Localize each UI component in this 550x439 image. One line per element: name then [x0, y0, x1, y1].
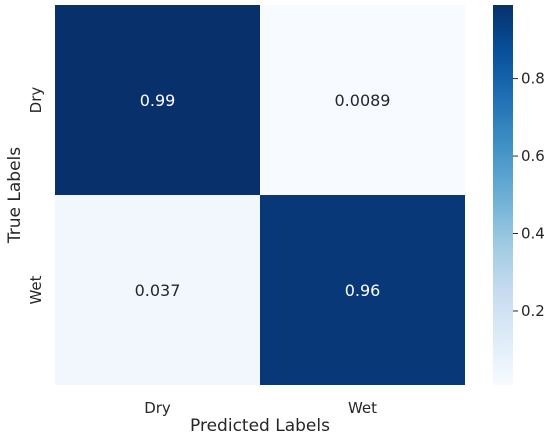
- x-axis: Dry Wet Predicted Labels: [144, 399, 377, 436]
- cell-value-label: 0.99: [140, 91, 176, 110]
- heatmap-cells: [55, 5, 465, 385]
- x-axis-title: Predicted Labels: [190, 416, 330, 436]
- colorbar-gradient: [493, 5, 513, 385]
- heatmap-cell-wet-dry: [55, 195, 260, 385]
- heatmap-cell-dry-dry: [55, 5, 260, 195]
- colorbar: 0.2 0.4 0.6 0.8: [493, 5, 545, 385]
- heatmap-cell-dry-wet: [260, 5, 465, 195]
- colorbar-tick-label: 0.4: [521, 225, 545, 243]
- cell-value-label: 0.96: [345, 281, 381, 300]
- x-tick-label-wet: Wet: [348, 399, 377, 417]
- x-tick-label-dry: Dry: [144, 399, 171, 417]
- colorbar-tick-label: 0.6: [521, 147, 545, 165]
- y-axis: Dry Wet True Labels: [5, 87, 45, 305]
- colorbar-tick-label: 0.2: [521, 302, 545, 320]
- cell-value-label: 0.0089: [335, 91, 391, 110]
- heatmap-cell-labels: 0.99 0.0089 0.037 0.96: [135, 91, 391, 300]
- cell-value-label: 0.037: [135, 281, 181, 300]
- y-tick-label-dry: Dry: [27, 87, 45, 114]
- y-tick-label-wet: Wet: [27, 275, 45, 304]
- colorbar-ticks: 0.2 0.4 0.6 0.8: [513, 70, 545, 320]
- heatmap-cell-wet-wet: [260, 195, 465, 385]
- y-axis-title: True Labels: [5, 147, 25, 244]
- colorbar-tick-label: 0.8: [521, 70, 545, 88]
